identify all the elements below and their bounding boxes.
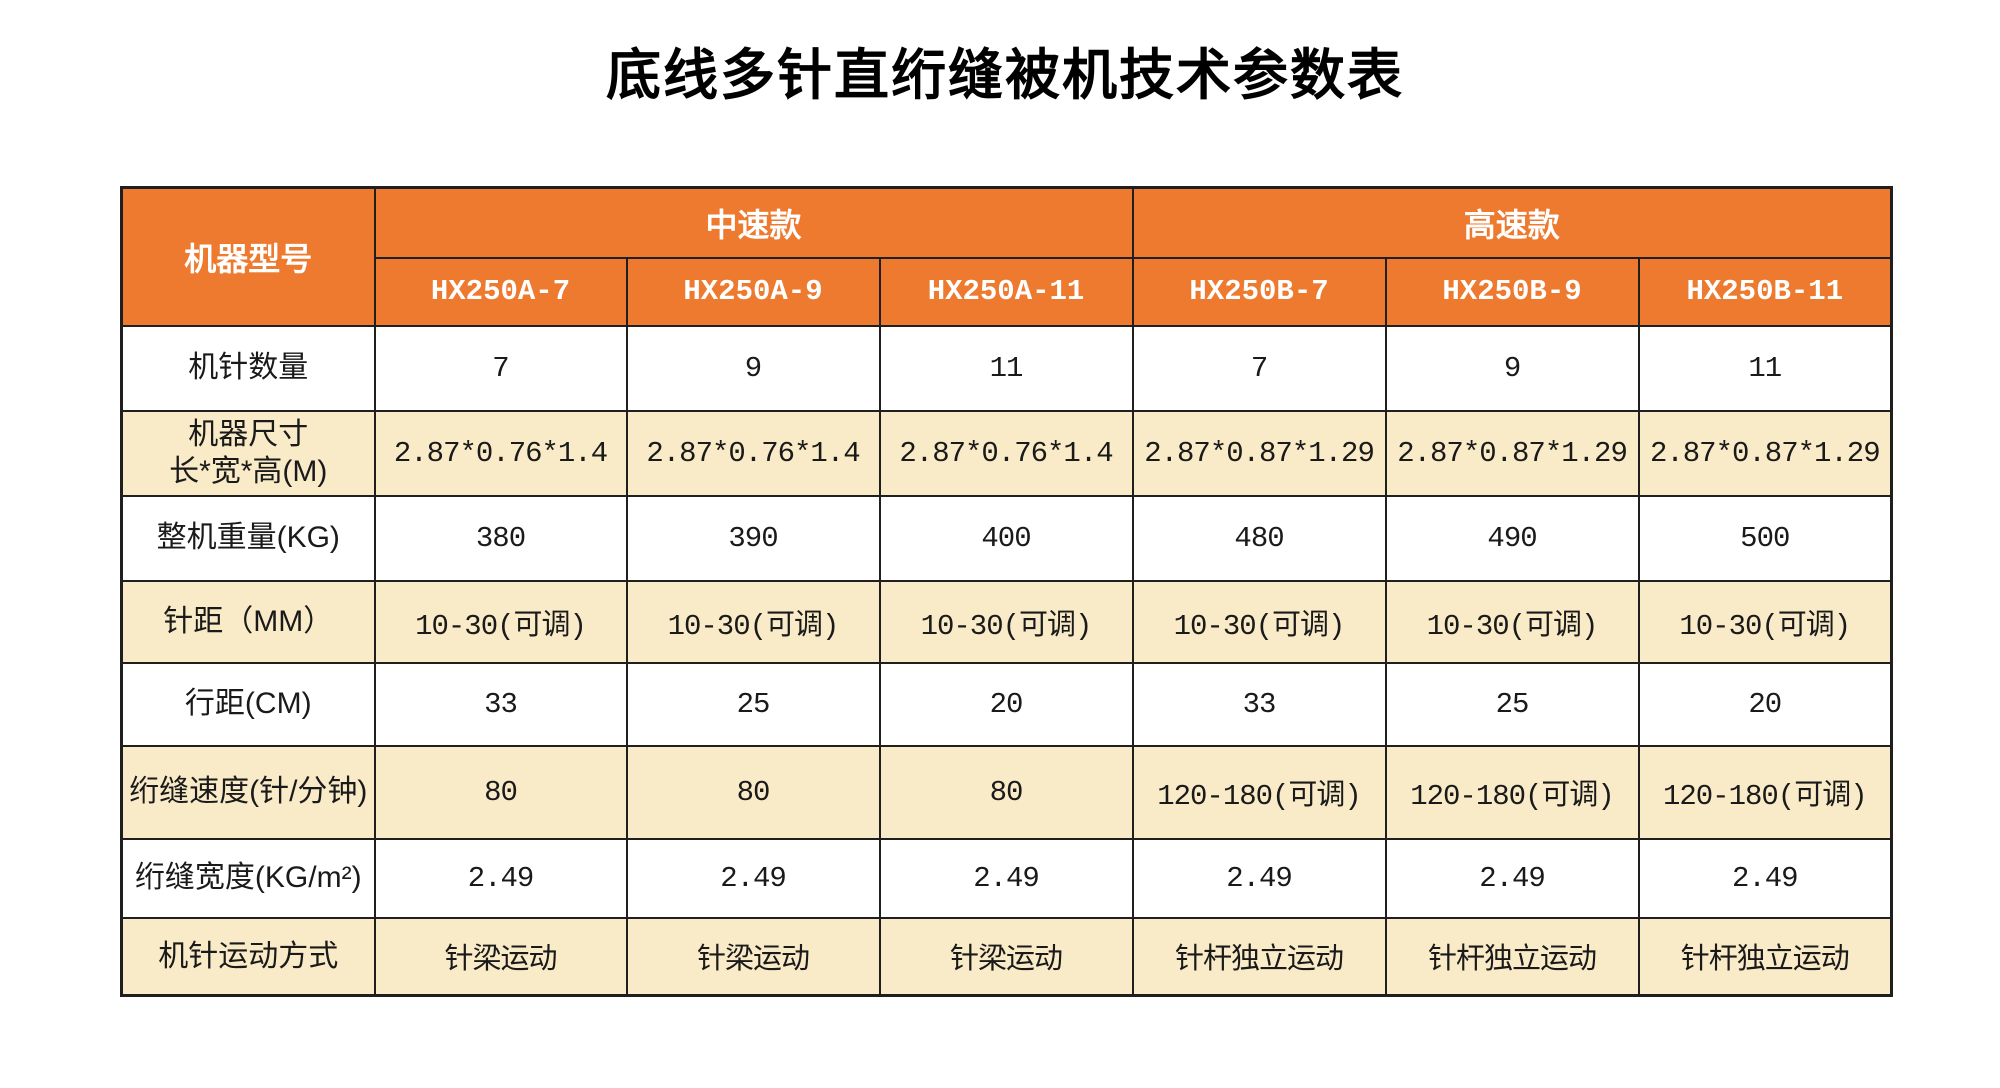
table-row-needle-pitch: 针距（MM） 10-30(可调) 10-30(可调) 10-30(可调) 10-… bbox=[120, 579, 1893, 664]
spec-cell: 7 bbox=[373, 324, 628, 412]
spec-cell: 20 bbox=[878, 661, 1134, 747]
model-header-hx250b-9: HX250B-9 bbox=[1384, 256, 1640, 327]
table-row-row-spacing: 行距(CM) 33 25 20 33 25 20 bbox=[120, 661, 1893, 747]
spec-cell: 380 bbox=[373, 494, 628, 582]
spec-cell: 11 bbox=[878, 324, 1134, 412]
spec-cell: 20 bbox=[1637, 661, 1893, 747]
table-row-machine-size: 机器尺寸 长*宽*高(M) 2.87*0.76*1.4 2.87*0.76*1.… bbox=[120, 409, 1893, 497]
table-row-needle-motion: 机针运动方式 针梁运动 针梁运动 针梁运动 针杆独立运动 针杆独立运动 针杆独立… bbox=[120, 916, 1893, 997]
table-row-machine-weight: 整机重量(KG) 380 390 400 480 490 500 bbox=[120, 494, 1893, 582]
row-label-quilting-speed: 绗缝速度(针/分钟) bbox=[120, 744, 376, 840]
spec-cell: 2.87*0.76*1.4 bbox=[878, 409, 1134, 497]
spec-cell: 10-30(可调) bbox=[878, 579, 1134, 664]
spec-cell: 针梁运动 bbox=[373, 916, 628, 997]
spec-cell: 针杆独立运动 bbox=[1637, 916, 1893, 997]
spec-cell: 2.49 bbox=[625, 837, 881, 919]
model-header-hx250a-7: HX250A-7 bbox=[373, 256, 628, 327]
spec-cell: 针杆独立运动 bbox=[1384, 916, 1640, 997]
spec-cell: 120-180(可调) bbox=[1131, 744, 1387, 840]
spec-cell: 针梁运动 bbox=[878, 916, 1134, 997]
spec-cell: 480 bbox=[1131, 494, 1387, 582]
spec-cell: 33 bbox=[1131, 661, 1387, 747]
spec-cell: 针杆独立运动 bbox=[1131, 916, 1387, 997]
corner-header-machine-model: 机器型号 bbox=[120, 186, 376, 327]
spec-cell: 2.49 bbox=[1637, 837, 1893, 919]
spec-cell: 9 bbox=[1384, 324, 1640, 412]
row-label-row-spacing: 行距(CM) bbox=[120, 661, 376, 747]
spec-cell: 80 bbox=[373, 744, 628, 840]
spec-cell: 120-180(可调) bbox=[1384, 744, 1640, 840]
spec-cell: 2.87*0.87*1.29 bbox=[1131, 409, 1387, 497]
spec-cell: 80 bbox=[878, 744, 1134, 840]
spec-cell: 2.49 bbox=[1131, 837, 1387, 919]
spec-cell: 490 bbox=[1384, 494, 1640, 582]
spec-cell: 25 bbox=[1384, 661, 1640, 747]
table-row-quilting-speed: 绗缝速度(针/分钟) 80 80 80 120-180(可调) 120-180(… bbox=[120, 744, 1893, 840]
model-header-hx250a-9: HX250A-9 bbox=[625, 256, 881, 327]
spec-cell: 500 bbox=[1637, 494, 1893, 582]
row-label-needle-count: 机针数量 bbox=[120, 324, 376, 412]
spec-cell: 2.49 bbox=[373, 837, 628, 919]
spec-cell: 400 bbox=[878, 494, 1134, 582]
spec-cell: 2.87*0.87*1.29 bbox=[1384, 409, 1640, 497]
spec-cell: 390 bbox=[625, 494, 881, 582]
spec-cell: 2.87*0.76*1.4 bbox=[373, 409, 628, 497]
model-header-hx250b-11: HX250B-11 bbox=[1637, 256, 1893, 327]
row-label-quilting-width: 绗缝宽度(KG/m²) bbox=[120, 837, 376, 919]
model-header-hx250b-7: HX250B-7 bbox=[1131, 256, 1387, 327]
table-row-needle-count: 机针数量 7 9 11 7 9 11 bbox=[120, 324, 1893, 412]
row-label-needle-pitch: 针距（MM） bbox=[120, 579, 376, 664]
page-title: 底线多针直绗缝被机技术参数表 bbox=[605, 44, 1404, 106]
model-header-hx250a-11: HX250A-11 bbox=[878, 256, 1134, 327]
spec-cell: 9 bbox=[625, 324, 881, 412]
spec-cell: 7 bbox=[1131, 324, 1387, 412]
model-header-row: HX250A-7 HX250A-9 HX250A-11 HX250B-7 HX2… bbox=[122, 256, 1893, 327]
group-header-medium-speed: 中速款 bbox=[373, 186, 1134, 259]
spec-cell: 2.87*0.76*1.4 bbox=[625, 409, 881, 497]
spec-cell: 2.49 bbox=[1384, 837, 1640, 919]
spec-cell: 80 bbox=[625, 744, 881, 840]
row-label-needle-motion: 机针运动方式 bbox=[120, 916, 376, 997]
row-label-machine-size: 机器尺寸 长*宽*高(M) bbox=[120, 409, 376, 497]
spec-cell: 10-30(可调) bbox=[1131, 579, 1387, 664]
spec-cell: 33 bbox=[373, 661, 628, 747]
spec-cell: 2.87*0.87*1.29 bbox=[1637, 409, 1893, 497]
row-label-machine-weight: 整机重量(KG) bbox=[120, 494, 376, 582]
spec-cell: 10-30(可调) bbox=[1637, 579, 1893, 664]
spec-cell: 11 bbox=[1637, 324, 1893, 412]
spec-cell: 10-30(可调) bbox=[1384, 579, 1640, 664]
spec-cell: 120-180(可调) bbox=[1637, 744, 1893, 840]
spec-cell: 10-30(可调) bbox=[373, 579, 628, 664]
group-header-row: 机器型号 中速款 高速款 bbox=[120, 186, 1893, 327]
table-row-quilting-width: 绗缝宽度(KG/m²) 2.49 2.49 2.49 2.49 2.49 2.4… bbox=[120, 837, 1893, 919]
spec-cell: 25 bbox=[625, 661, 881, 747]
spec-cell: 10-30(可调) bbox=[625, 579, 881, 664]
spec-table: 机器型号 中速款 高速款 HX250A-7 HX250A-9 HX250A-11… bbox=[120, 186, 1894, 997]
spec-cell: 针梁运动 bbox=[625, 916, 881, 997]
group-header-high-speed: 高速款 bbox=[1131, 186, 1893, 259]
spec-cell: 2.49 bbox=[878, 837, 1134, 919]
